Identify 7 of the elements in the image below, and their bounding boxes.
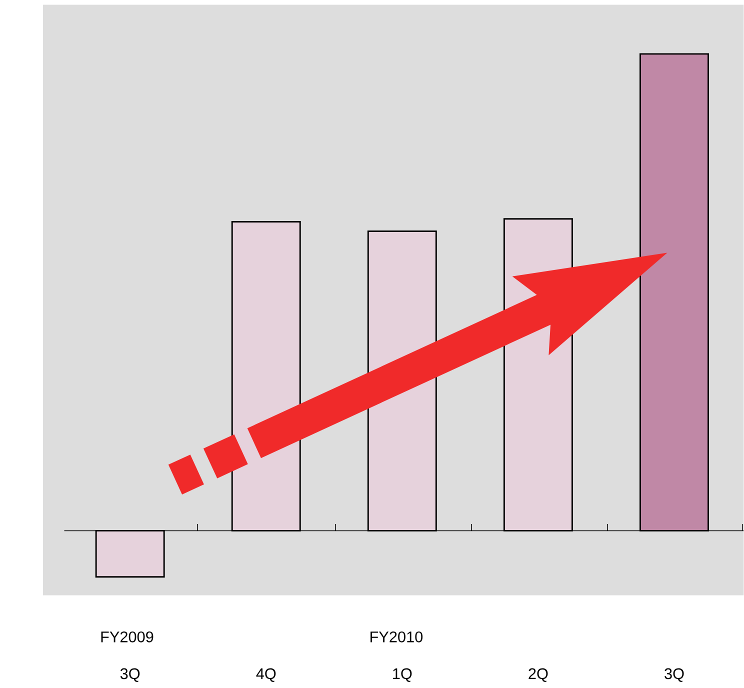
x-tick-label: 3Q — [120, 668, 140, 682]
text: FY2009 — [101, 631, 154, 642]
x-tick-label: 4Q — [256, 668, 276, 682]
x-tick-label: 1Q — [393, 668, 412, 682]
text: FY2010 — [370, 631, 423, 642]
x-tick-label: 2Q — [528, 668, 548, 682]
x-tick-label: 3Q — [664, 668, 684, 682]
